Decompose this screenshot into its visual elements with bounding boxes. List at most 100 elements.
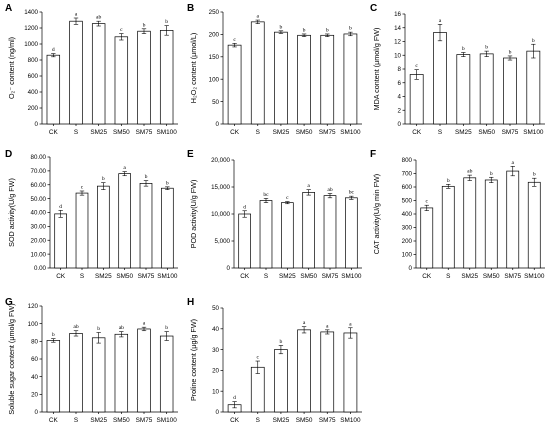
y-axis-label: O₂⁻ content (ng/ml) — [7, 37, 16, 99]
significance-letter: a — [75, 12, 78, 18]
significance-letter: b — [280, 339, 283, 345]
significance-letter: b — [165, 19, 168, 25]
bar — [320, 331, 335, 413]
bar — [114, 333, 129, 413]
x-tick-label: S — [438, 129, 442, 136]
x-tick-label: SM50 — [478, 129, 495, 136]
significance-letter: b — [509, 49, 512, 55]
significance-letter: a — [257, 14, 260, 20]
y-tick-label: 200 — [209, 32, 220, 39]
y-axis-label: Proline content (μg/g FW) — [189, 319, 198, 401]
panel-label: G — [5, 297, 13, 308]
y-tick-label: 15,000 — [211, 184, 230, 191]
significance-letter: a — [143, 321, 146, 327]
x-tick-label: S — [80, 273, 84, 280]
y-tick-label: 1400 — [24, 9, 38, 16]
y-tick-label: 6 — [398, 80, 402, 87]
bar — [302, 192, 315, 269]
y-tick-label: 50 — [212, 305, 219, 312]
x-tick-label: SM75 — [322, 273, 339, 280]
panel-label: B — [187, 3, 194, 14]
y-tick-label: 0 — [216, 409, 220, 416]
significance-letter: a — [512, 160, 515, 166]
bar — [463, 177, 477, 269]
y-tick-label: 0 — [35, 409, 39, 416]
bar — [343, 33, 358, 125]
significance-letter: b — [52, 332, 55, 338]
x-tick-label: CK — [49, 417, 59, 424]
bar — [238, 213, 251, 269]
bar — [137, 328, 151, 413]
panel-a: A 0 200 400 600 800 1000 1200 1400 O₂⁻ content (n… — [5, 3, 178, 136]
x-tick-label: CK — [422, 273, 432, 280]
bar — [159, 335, 174, 413]
x-tick-label: SM75 — [502, 129, 519, 136]
bar — [297, 329, 311, 413]
panel-label: E — [187, 149, 194, 160]
y-tick-label: 800 — [28, 57, 39, 64]
y-tick-label: 80.00 — [31, 154, 47, 161]
significance-letter: b — [280, 24, 283, 30]
bar — [484, 179, 498, 269]
y-axis-label: POD activity(U/g FW) — [189, 180, 198, 249]
x-tick-label: SM100 — [340, 417, 361, 424]
y-tick-label: 10 — [212, 388, 219, 395]
panel-h: H 0 10 20 30 40 50 Proline content (μg/g FW) d CK… — [187, 297, 362, 424]
panel-label: A — [5, 3, 12, 14]
bar — [54, 213, 67, 269]
bar — [281, 202, 294, 269]
significance-letter: c — [426, 199, 429, 205]
significance-letter: a — [439, 18, 442, 24]
x-tick-label: S — [256, 129, 260, 136]
x-tick-label: SM100 — [157, 129, 178, 136]
significance-letter: b — [490, 171, 493, 177]
bar — [46, 54, 61, 125]
bar — [114, 36, 129, 125]
y-tick-label: 16 — [394, 11, 401, 18]
y-tick-label: 1200 — [24, 25, 38, 32]
y-tick-label: 150 — [209, 54, 220, 61]
y-tick-label: 20.00 — [31, 237, 47, 244]
panel-label: H — [187, 297, 194, 308]
x-tick-label: SM25 — [273, 129, 290, 136]
y-tick-label: 50.00 — [31, 196, 47, 203]
x-tick-label: SM25 — [461, 273, 478, 280]
y-tick-label: 250 — [209, 9, 220, 16]
bar — [118, 173, 131, 269]
significance-letter: c — [81, 184, 84, 190]
x-tick-label: SM75 — [319, 129, 336, 136]
significance-letter: b — [532, 38, 535, 44]
panel-d: D 0.00 10.00 20.00 30.00 40.00 50.00 60.00 70.00… — [5, 149, 178, 280]
significance-letter: d — [243, 204, 246, 210]
y-tick-label: 10.00 — [31, 251, 47, 258]
y-tick-label: 600 — [402, 184, 413, 191]
significance-letter: d — [52, 47, 55, 53]
bar — [250, 21, 265, 125]
significance-letter: ab — [327, 187, 332, 193]
panel-g: G 0 20 40 60 80 100 120 Soluble sugar content (μ… — [5, 297, 178, 424]
x-tick-label: SM50 — [296, 129, 313, 136]
bar — [46, 340, 61, 413]
y-tick-label: 200 — [28, 105, 39, 112]
significance-letter: c — [257, 355, 260, 361]
y-tick-label: 20,000 — [211, 157, 230, 164]
bar — [137, 30, 151, 125]
x-tick-label: SM100 — [341, 273, 362, 280]
bar — [479, 53, 494, 125]
y-tick-label: 30 — [212, 347, 219, 354]
x-tick-label: SM50 — [113, 129, 130, 136]
y-tick-label: 0 — [398, 121, 402, 128]
y-tick-label: 20 — [31, 392, 38, 399]
y-tick-label: 10,000 — [211, 211, 230, 218]
bar — [297, 34, 311, 125]
significance-letter: c — [120, 27, 123, 33]
y-tick-label: 0 — [227, 265, 231, 272]
bar — [259, 200, 273, 269]
significance-letter: b — [462, 46, 465, 52]
y-tick-label: 2 — [398, 107, 402, 114]
x-tick-label: SM75 — [138, 273, 155, 280]
x-tick-label: SM25 — [273, 417, 290, 424]
x-tick-label: S — [74, 417, 78, 424]
bar — [274, 349, 288, 413]
x-tick-label: CK — [56, 273, 66, 280]
